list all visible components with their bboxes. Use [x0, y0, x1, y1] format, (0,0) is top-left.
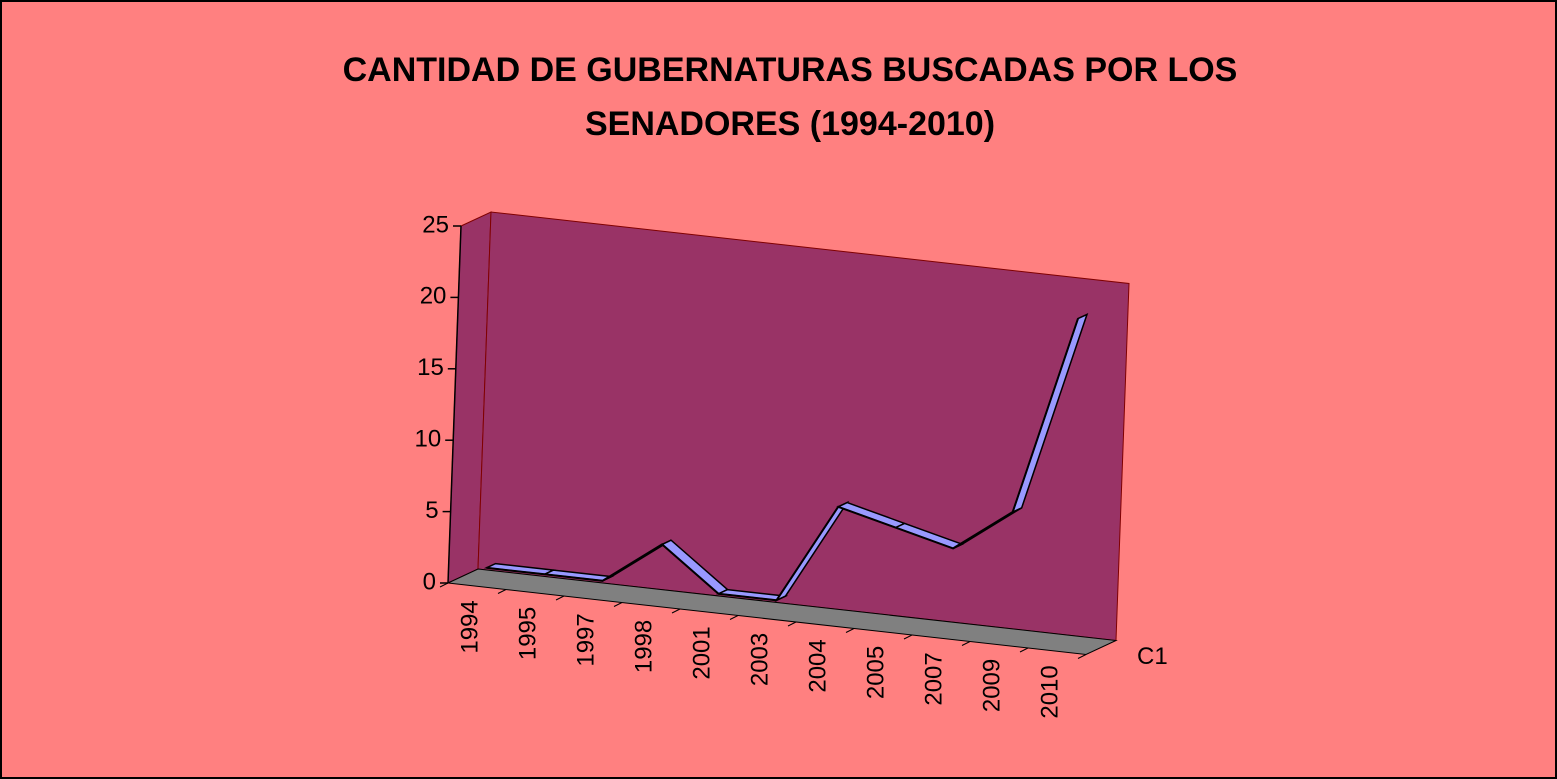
- chart-title: CANTIDAD DE GUBERNATURAS BUSCADAS POR LO…: [343, 51, 1238, 89]
- x-tick: [903, 634, 913, 640]
- x-tick: [1077, 654, 1087, 659]
- x-tick-label: 2007: [920, 652, 947, 705]
- y-tick-label: 25: [422, 211, 449, 238]
- x-tick-label: 1998: [630, 620, 657, 673]
- x-tick: [729, 615, 739, 620]
- y-axis: [447, 225, 462, 584]
- x-tick: [1019, 647, 1029, 653]
- x-tick-label: 2003: [746, 633, 773, 686]
- y-tick-label: 20: [420, 283, 447, 310]
- x-tick: [961, 641, 971, 646]
- y-tick-label: 5: [425, 497, 438, 524]
- floor: [446, 568, 1118, 656]
- x-tick: [787, 621, 797, 627]
- series-label: C1: [1137, 643, 1168, 670]
- x-tick: [439, 582, 449, 588]
- x-tick-label: 1994: [456, 600, 483, 653]
- x-tick-label: 2005: [862, 646, 889, 699]
- x-tick-label: 1995: [514, 607, 541, 660]
- chart-title: SENADORES (1994-2010): [585, 105, 995, 143]
- y-tick-label: 10: [414, 426, 441, 453]
- y-tick-label: 15: [417, 354, 444, 381]
- y-tick-label: 0: [423, 568, 436, 595]
- x-tick-label: 2004: [804, 639, 831, 692]
- x-tick: [845, 628, 855, 633]
- x-tick: [671, 608, 681, 614]
- data-line: [486, 318, 1079, 602]
- x-tick-label: 1997: [572, 613, 599, 666]
- x-tick-label: 2010: [1036, 665, 1063, 718]
- x-tick-label: 2009: [978, 659, 1005, 712]
- x-tick: [555, 595, 565, 601]
- x-tick-label: 2001: [688, 626, 715, 679]
- x-tick: [613, 602, 623, 607]
- x-tick: [497, 589, 507, 594]
